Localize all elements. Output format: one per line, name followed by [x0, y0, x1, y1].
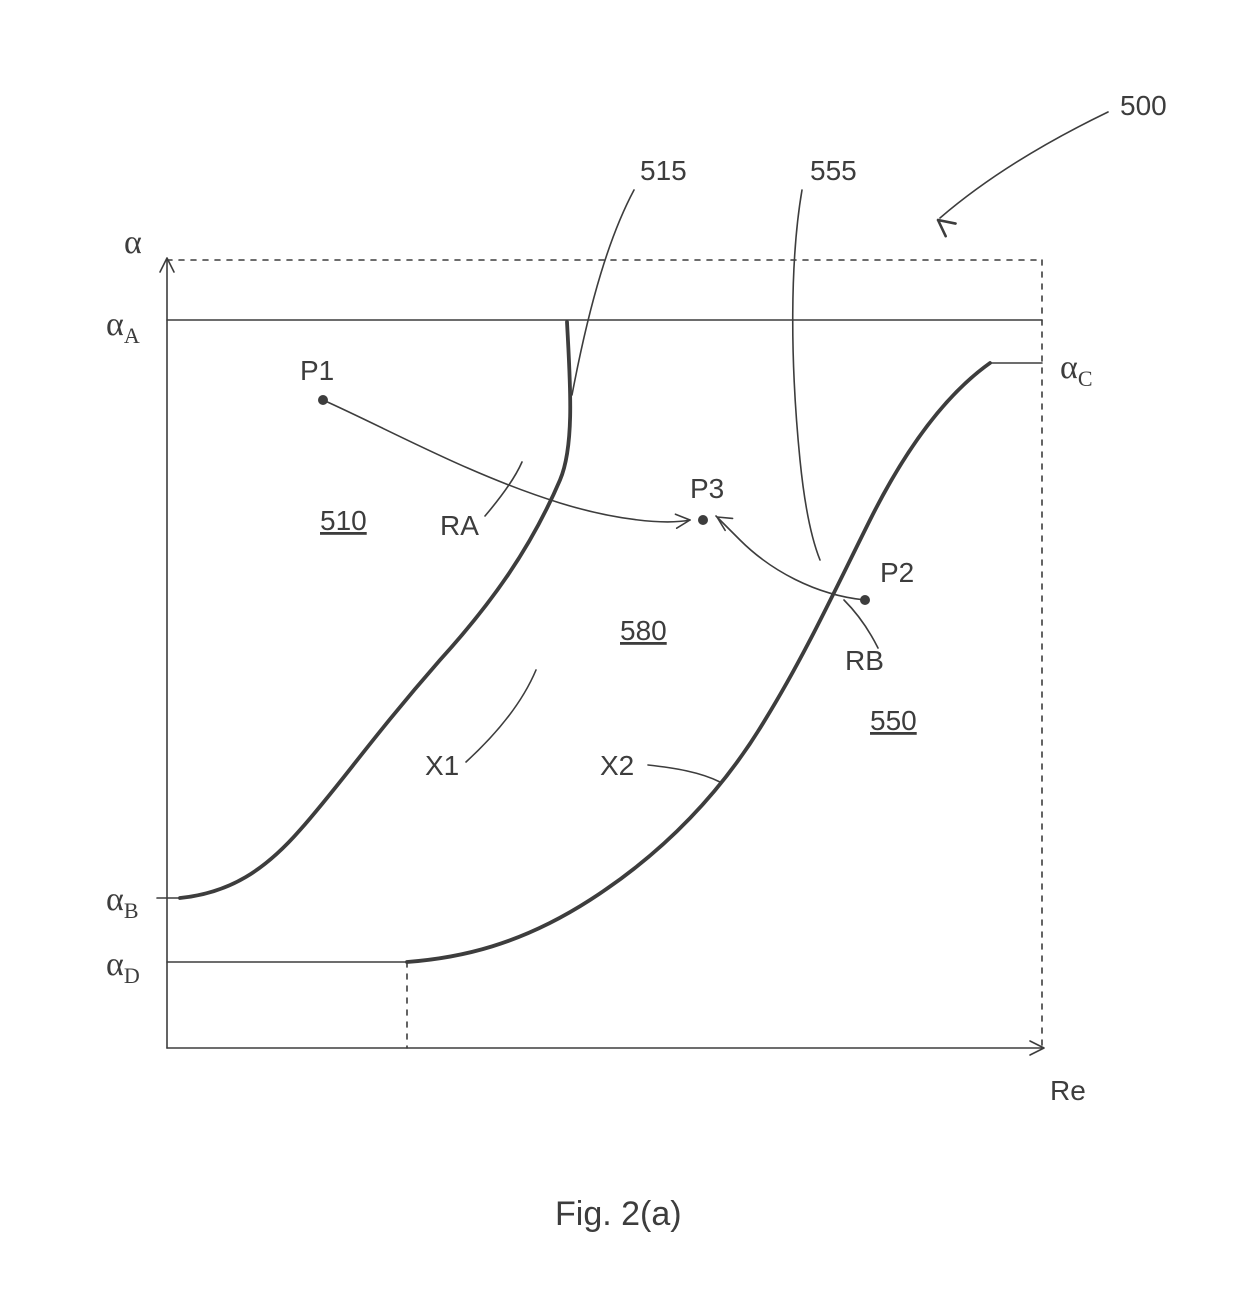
svg-text:P3: P3: [690, 473, 724, 504]
point-p2: P2: [860, 557, 914, 605]
y-axis-label: α: [124, 224, 142, 261]
label-ra: RA: [440, 510, 479, 541]
svg-text:αD: αD: [106, 946, 140, 988]
label-x1: X1: [425, 750, 459, 781]
svg-text:αA: αA: [106, 306, 140, 348]
plot-border: [167, 260, 1042, 1048]
point-p1: P1: [300, 355, 334, 405]
region-550: 550: [870, 705, 917, 736]
svg-text:αB: αB: [106, 881, 139, 923]
callout-555: 555: [793, 155, 857, 560]
region-510: 510: [320, 505, 367, 536]
svg-text:αC: αC: [1060, 349, 1093, 391]
figure-caption: Fig. 2(a): [555, 1195, 682, 1233]
label-rb: RB: [845, 645, 884, 676]
callout-500: 500: [933, 90, 1167, 236]
tick-alpha-a: αA: [106, 306, 1042, 348]
curve-x2: X2: [407, 363, 990, 962]
x-axis-label: Re: [1050, 1075, 1086, 1106]
callout-515: 515: [572, 155, 687, 395]
curve-x1: X1: [180, 322, 570, 898]
x-axis: Re: [167, 1041, 1086, 1106]
region-580: 580: [620, 615, 667, 646]
svg-text:P1: P1: [300, 355, 334, 386]
svg-text:500: 500: [1120, 90, 1167, 121]
svg-text:555: 555: [810, 155, 857, 186]
svg-text:515: 515: [640, 155, 687, 186]
label-x2: X2: [600, 750, 634, 781]
figure-2a: α Re αA αB αD αC X1 X2 RA: [0, 0, 1240, 1303]
tick-alpha-b: αB: [106, 881, 180, 923]
trajectory-ra: RA: [323, 400, 691, 541]
tick-alpha-d: αD: [106, 946, 407, 1048]
svg-text:P2: P2: [880, 557, 914, 588]
trajectory-rb: RB: [713, 511, 884, 676]
